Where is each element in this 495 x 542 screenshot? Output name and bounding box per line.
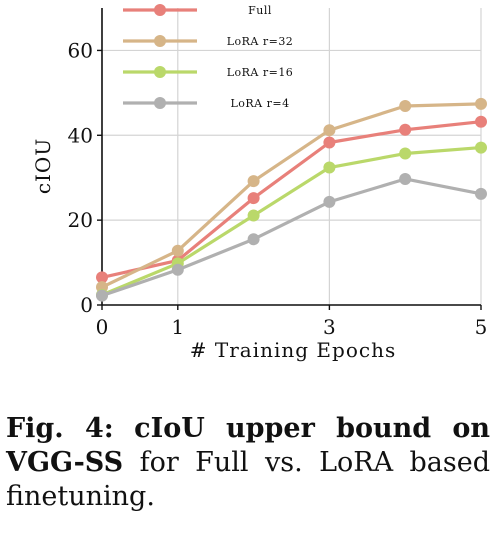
data-point-1-3 xyxy=(323,124,336,137)
y-tick-label-3: 60 xyxy=(68,38,93,62)
legend-label-0: Full xyxy=(248,4,272,17)
x-axis-title: # Training Epochs xyxy=(190,338,396,362)
y-tick-label-0: 0 xyxy=(80,293,93,317)
line-chart: Full LoRA r=32 LoRA r=16 LoRA r=4 0 1 3 5 0 20 40… xyxy=(31,4,488,362)
data-point-2-3 xyxy=(323,161,336,174)
legend-marker-2 xyxy=(154,66,166,78)
data-point-1-4 xyxy=(399,100,412,113)
data-point-2-5 xyxy=(475,141,487,154)
data-point-3-1 xyxy=(171,263,184,276)
series-line-2 xyxy=(101,145,482,297)
data-point-3-2 xyxy=(247,233,260,246)
legend-marker-0 xyxy=(154,4,166,16)
x-tick-label-3: 5 xyxy=(475,315,488,339)
y-tick-label-2: 40 xyxy=(68,123,93,147)
x-tick-label-2: 3 xyxy=(323,315,336,339)
data-point-3-0 xyxy=(96,289,108,302)
caption-rest-text: for Full vs. LoRA based finetuning. xyxy=(6,447,490,512)
series-group xyxy=(96,97,487,302)
series-3 xyxy=(96,172,487,302)
series-1 xyxy=(96,97,487,294)
legend: Full LoRA r=32 LoRA r=16 LoRA r=4 xyxy=(123,4,293,110)
legend-label-2: LoRA r=16 xyxy=(227,66,294,79)
axes xyxy=(97,8,482,310)
caption-label: Fig. 4: xyxy=(6,413,114,444)
series-line-3 xyxy=(101,177,482,298)
figure-caption: Fig. 4: cIoU upper bound on VGG-SS for F… xyxy=(6,412,490,514)
legend-label-3: LoRA r=4 xyxy=(230,97,289,110)
series-0 xyxy=(96,115,487,284)
data-point-3-3 xyxy=(323,195,336,208)
data-point-0-5 xyxy=(475,115,487,128)
legend-marker-1 xyxy=(154,35,166,47)
caption-bold-text: cIoU upper bound on VGG-SS xyxy=(6,413,490,478)
data-point-2-2 xyxy=(247,209,260,222)
series-line-0 xyxy=(101,120,482,279)
data-point-0-4 xyxy=(399,123,412,136)
data-point-1-1 xyxy=(171,244,184,257)
y-axis-title: cIOU xyxy=(31,138,55,194)
data-point-1-2 xyxy=(247,175,260,188)
data-point-0-0 xyxy=(96,271,108,284)
data-point-1-5 xyxy=(475,97,487,110)
y-tick-label-1: 20 xyxy=(68,208,93,232)
data-point-3-4 xyxy=(399,172,412,185)
legend-marker-3 xyxy=(154,97,166,109)
data-point-0-2 xyxy=(247,192,260,205)
x-tick-label-0: 0 xyxy=(96,315,109,339)
data-point-2-4 xyxy=(399,147,412,160)
x-tick-label-1: 1 xyxy=(171,315,184,339)
tick-labels: 0 1 3 5 0 20 40 60 xyxy=(68,38,488,339)
data-point-3-5 xyxy=(475,187,487,200)
legend-label-1: LoRA r=32 xyxy=(227,35,294,48)
series-line-1 xyxy=(101,102,482,289)
data-point-0-3 xyxy=(323,136,336,149)
